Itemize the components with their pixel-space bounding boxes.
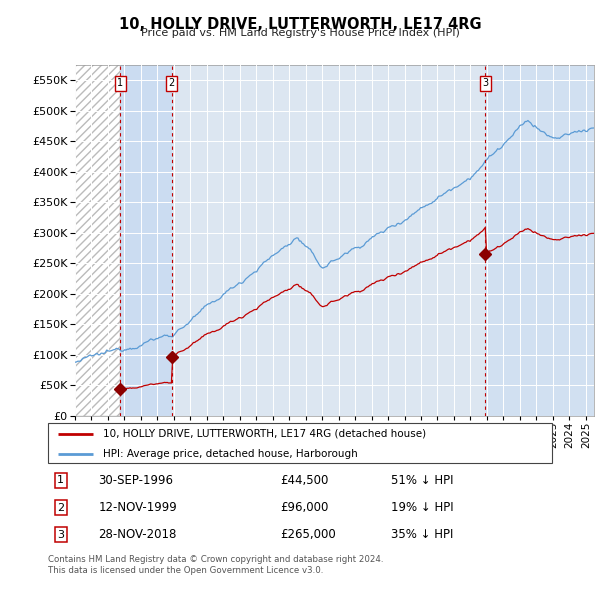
Text: 51% ↓ HPI: 51% ↓ HPI: [391, 474, 453, 487]
Text: 2: 2: [57, 503, 64, 513]
Text: £96,000: £96,000: [280, 501, 328, 514]
Text: 1: 1: [117, 78, 124, 88]
Text: 10, HOLLY DRIVE, LUTTERWORTH, LE17 4RG (detached house): 10, HOLLY DRIVE, LUTTERWORTH, LE17 4RG (…: [103, 429, 427, 439]
Text: 12-NOV-1999: 12-NOV-1999: [98, 501, 177, 514]
Text: 2: 2: [169, 78, 175, 88]
Text: 1: 1: [57, 476, 64, 486]
Text: 19% ↓ HPI: 19% ↓ HPI: [391, 501, 454, 514]
Text: HPI: Average price, detached house, Harborough: HPI: Average price, detached house, Harb…: [103, 450, 358, 460]
Text: £44,500: £44,500: [280, 474, 328, 487]
Bar: [485, 65, 594, 416]
Bar: [75, 65, 121, 416]
Bar: [75, 65, 121, 416]
Text: 35% ↓ HPI: 35% ↓ HPI: [391, 528, 453, 541]
Bar: [121, 65, 172, 416]
Text: 3: 3: [482, 78, 488, 88]
Text: 3: 3: [57, 530, 64, 540]
Text: 30-SEP-1996: 30-SEP-1996: [98, 474, 173, 487]
Text: 28-NOV-2018: 28-NOV-2018: [98, 528, 177, 541]
FancyBboxPatch shape: [48, 423, 552, 463]
Text: Contains HM Land Registry data © Crown copyright and database right 2024.: Contains HM Land Registry data © Crown c…: [48, 555, 383, 563]
Text: 10, HOLLY DRIVE, LUTTERWORTH, LE17 4RG: 10, HOLLY DRIVE, LUTTERWORTH, LE17 4RG: [119, 17, 481, 31]
Text: £265,000: £265,000: [280, 528, 335, 541]
Text: Price paid vs. HM Land Registry's House Price Index (HPI): Price paid vs. HM Land Registry's House …: [140, 28, 460, 38]
Text: This data is licensed under the Open Government Licence v3.0.: This data is licensed under the Open Gov…: [48, 566, 323, 575]
